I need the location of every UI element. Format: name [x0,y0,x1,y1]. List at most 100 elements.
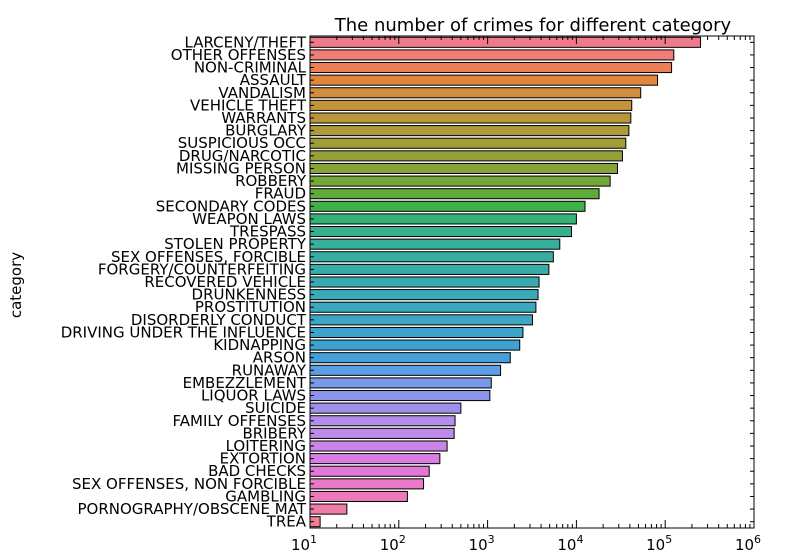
category-label: FRAUD [255,185,306,203]
bar [309,339,521,351]
bar [309,162,618,175]
category-label: FAMILY OFFENSES [173,412,306,430]
category-label: DRUNKENNESS [192,286,306,304]
category-label: ROBBERY [235,172,307,190]
category-label: EXTORTION [220,450,306,468]
bar [309,188,600,200]
bar [309,238,561,250]
category-label: DRIVING UNDER THE INFLUENCE [61,323,306,341]
category-label: SUSPICIOUS OCC [178,134,306,152]
category-label: PROSTITUTION [195,298,306,316]
category-label: LIQUOR LAWS [201,387,306,405]
bars-group [309,36,702,528]
category-label: SUICIDE [245,399,306,417]
bar [309,61,673,74]
category-label: VANDALISM [218,84,306,102]
bar [309,125,630,137]
x-tick-exponent: 4 [576,533,583,546]
bar [309,301,537,313]
x-tick-exponent: 3 [488,533,495,546]
x-tick-label: 106 [735,533,761,554]
category-label: EMBEZZLEMENT [183,374,307,392]
category-label: OTHER OFFENSES [171,46,306,64]
bar [309,99,633,111]
category-label: FORGERY/COUNTERFEITING [98,260,306,278]
category-label: MISSING PERSON [176,159,306,177]
category-label: VEHICLE THEFT [190,96,307,114]
x-tick-exponent: 6 [754,533,761,546]
bar [309,175,611,187]
bar [309,251,554,263]
bar [309,87,642,99]
x-tick-label: 105 [646,533,672,554]
category-label: GAMBLING [225,487,306,505]
plot-frame [309,35,755,529]
bar [309,402,462,414]
category-label: NON-CRIMINAL [194,59,307,77]
bar [309,36,702,48]
x-tick-label: 101 [291,533,317,554]
category-label: KIDNAPPING [213,336,306,354]
x-tick-exponent: 2 [399,533,406,546]
category-label: SEX OFFENSES, FORCIBLE [111,248,306,266]
bar [309,200,586,212]
category-label: WEAPON LAWS [192,210,306,228]
category-label: LARCENY/THEFT [185,33,307,51]
category-label: BAD CHECKS [208,462,306,480]
category-label: DRUG/NARCOTIC [179,147,306,165]
bar [309,490,408,503]
y-axis-label: category [7,252,25,318]
bar [309,137,627,149]
chart-title: The number of crimes for different categ… [334,15,732,36]
category-label: PORNOGRAPHY/OBSCENE MAT [77,500,306,518]
bar [309,150,623,162]
x-tick-base: 10 [291,536,310,554]
category-label: TREA [266,513,307,531]
bar [309,352,511,364]
category-label: TRESPASS [229,223,306,241]
x-tick-base: 10 [380,536,399,554]
bar [309,112,632,124]
bar [309,478,425,490]
category-label: WARRANTS [221,109,306,127]
x-tick-exponent: 5 [665,533,672,546]
category-label: BURGLARY [225,122,307,140]
x-tick-label: 104 [557,533,583,554]
category-label: BRIBERY [242,424,306,442]
bar [309,465,430,477]
x-tick-base: 10 [557,536,576,554]
bar [309,289,539,301]
x-tick-exponent: 1 [310,533,317,546]
x-tick-base: 10 [469,536,488,554]
category-label: RECOVERED VEHICLE [144,273,306,291]
bar [309,213,577,225]
bar [309,427,455,439]
category-label: SECONDARY CODES [156,197,306,215]
bar [309,377,492,389]
category-label: SEX OFFENSES, NON FORCIBLE [72,475,306,493]
x-tick-label: 103 [469,533,495,554]
bar [309,440,448,452]
bar [309,453,441,465]
bar [309,415,456,427]
category-label: ASSAULT [240,71,307,89]
category-label: LOITERING [226,437,306,455]
bar [309,225,572,238]
bar [309,276,540,288]
category-label: ARSON [253,349,306,367]
bar [309,364,502,376]
x-tick-base: 10 [646,536,665,554]
bar [309,314,533,326]
bar [309,503,348,515]
bar [309,326,524,339]
bar [309,263,550,275]
category-label: RUNAWAY [232,361,307,379]
bar [309,74,659,86]
category-label: DISORDERLY CONDUCT [131,311,307,329]
bar [309,49,675,61]
x-tick-base: 10 [735,536,754,554]
bar [309,389,491,402]
category-label: STOLEN PROPERTY [164,235,307,253]
